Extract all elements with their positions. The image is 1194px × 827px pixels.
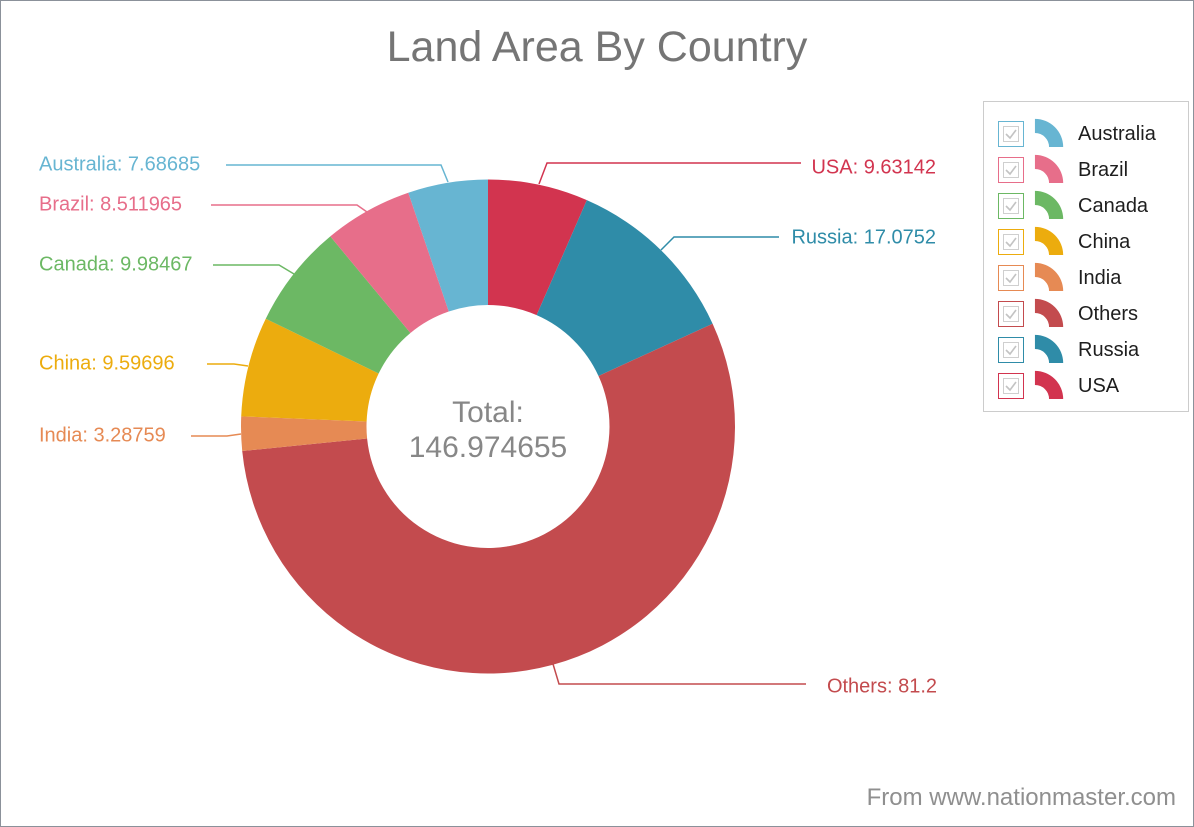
callout-label-australia: Australia: 7.68685 <box>39 153 201 176</box>
series-arc-icon <box>1034 332 1066 369</box>
series-arc-icon <box>1034 152 1066 189</box>
legend-checkbox-australia[interactable] <box>998 121 1024 147</box>
series-arc-icon <box>1034 116 1066 153</box>
callout-line-australia <box>226 164 449 183</box>
pie-slice-canada[interactable] <box>265 236 411 374</box>
legend-item-canada[interactable]: Canada <box>998 188 1188 224</box>
legend-label-russia: Russia <box>1078 338 1140 361</box>
legend-item-russia[interactable]: Russia <box>998 332 1188 368</box>
legend-checkbox-usa[interactable] <box>998 373 1024 399</box>
legend-checkbox-brazil[interactable] <box>998 157 1024 183</box>
callout-label-others: Others: 81.2 <box>826 675 937 698</box>
legend-panel: Australia Brazil Canada China India Others Rus… <box>983 101 1189 412</box>
callout-label-canada: Canada: 9.98467 <box>39 253 193 276</box>
callout-line-canada <box>213 264 295 275</box>
callout-line-brazil <box>211 204 368 213</box>
callout-line-others <box>552 663 806 685</box>
checkmark-icon <box>1003 126 1019 142</box>
legend-item-brazil[interactable]: Brazil <box>998 152 1188 188</box>
callout-label-brazil: Brazil: 8.511965 <box>39 193 183 216</box>
checkmark-icon <box>1003 270 1019 286</box>
pie-slice-others[interactable] <box>242 323 735 674</box>
pie-slice-india[interactable] <box>241 416 368 452</box>
legend-checkbox-others[interactable] <box>998 301 1024 327</box>
checkmark-icon <box>1003 306 1019 322</box>
legend-checkbox-india[interactable] <box>998 265 1024 291</box>
callout-line-russia <box>660 236 779 251</box>
callout-label-india: India: 3.28759 <box>39 424 166 447</box>
pie-slice-australia[interactable] <box>408 179 488 312</box>
series-arc-icon <box>1034 260 1066 297</box>
legend-checkbox-russia[interactable] <box>998 337 1024 363</box>
series-arc-icon <box>1034 224 1066 261</box>
attribution-text: From www.nationmaster.com <box>866 784 1176 811</box>
checkmark-icon <box>1003 162 1019 178</box>
legend-label-usa: USA <box>1078 374 1120 397</box>
pie-slice-china[interactable] <box>241 318 379 422</box>
legend-item-india[interactable]: India <box>998 260 1188 296</box>
legend-item-china[interactable]: China <box>998 224 1188 260</box>
series-arc-icon <box>1034 188 1066 225</box>
legend-label-others: Others <box>1078 302 1139 325</box>
series-arc-icon <box>1034 296 1066 333</box>
legend-label-australia: Australia <box>1078 122 1156 145</box>
pie-slice-usa[interactable] <box>488 179 587 316</box>
legend-label-brazil: Brazil <box>1078 158 1129 181</box>
checkmark-icon <box>1003 234 1019 250</box>
callout-label-usa: USA: 9.63142 <box>811 156 936 179</box>
chart-title: Land Area By Country <box>386 23 808 71</box>
callout-line-china <box>207 363 249 367</box>
checkmark-icon <box>1003 198 1019 214</box>
callout-label-russia: Russia: 17.0752 <box>791 226 936 249</box>
pie-slice-russia[interactable] <box>536 200 713 376</box>
legend-label-india: India <box>1078 266 1122 289</box>
legend-item-usa[interactable]: USA <box>998 368 1188 404</box>
callout-line-usa <box>538 162 801 185</box>
legend-label-china: China <box>1078 230 1131 253</box>
legend-item-others[interactable]: Others <box>998 296 1188 332</box>
pie-slice-brazil[interactable] <box>330 192 449 333</box>
checkmark-icon <box>1003 342 1019 358</box>
legend-checkbox-china[interactable] <box>998 229 1024 255</box>
callout-line-india <box>191 433 242 437</box>
legend-item-australia[interactable]: Australia <box>998 116 1188 152</box>
legend-checkbox-canada[interactable] <box>998 193 1024 219</box>
series-arc-icon <box>1034 368 1066 405</box>
checkmark-icon <box>1003 378 1019 394</box>
legend-label-canada: Canada <box>1078 194 1149 217</box>
callout-label-china: China: 9.59696 <box>39 352 175 375</box>
